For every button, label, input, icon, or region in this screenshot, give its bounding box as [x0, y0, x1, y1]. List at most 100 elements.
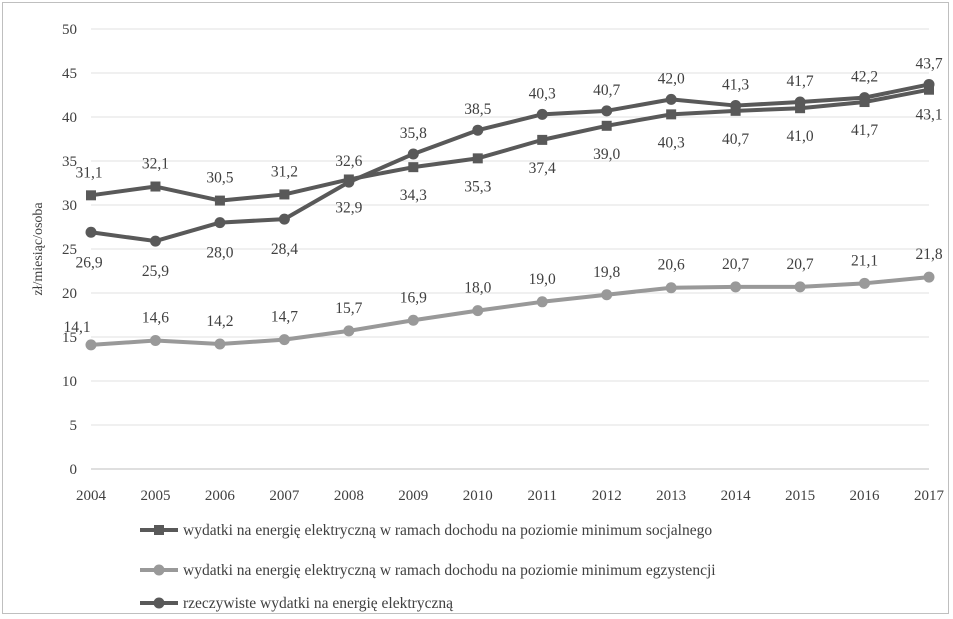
data-label: 40,3	[529, 85, 556, 102]
data-point	[472, 124, 484, 136]
x-tick-label: 2008	[334, 488, 364, 504]
y-axis-title: zł/miesiąc/osoba	[31, 202, 46, 296]
data-point	[407, 314, 419, 326]
data-label: 14,7	[271, 309, 298, 326]
data-point	[343, 176, 355, 188]
legend-label: wydatki na energię elektryczną w ramach …	[183, 562, 716, 579]
data-label: 39,0	[593, 146, 620, 163]
data-label: 16,9	[400, 289, 427, 306]
data-point	[601, 105, 613, 117]
data-point	[536, 296, 548, 308]
legend-label: wydatki na energię elektryczną w ramach …	[183, 522, 712, 539]
data-label: 41,3	[722, 77, 749, 94]
data-label: 30,5	[206, 170, 233, 187]
data-label: 18,0	[464, 280, 491, 297]
data-label: 43,7	[915, 55, 942, 72]
data-point	[278, 334, 290, 346]
data-label: 32,1	[142, 156, 169, 173]
y-tick-label: 50	[62, 22, 77, 38]
data-label: 40,7	[593, 82, 620, 99]
data-label: 20,7	[787, 256, 814, 273]
data-point	[730, 281, 742, 293]
y-tick-label: 40	[62, 110, 77, 126]
y-tick-label: 0	[70, 462, 78, 478]
x-tick-label: 2009	[398, 488, 428, 504]
data-label: 31,1	[75, 164, 102, 181]
data-point	[278, 213, 290, 225]
data-label: 14,6	[142, 310, 169, 327]
data-point	[214, 338, 226, 350]
x-tick-label: 2004	[76, 488, 107, 504]
data-label: 41,0	[787, 128, 814, 145]
y-tick-label: 5	[70, 418, 78, 434]
data-label: 20,7	[722, 256, 749, 273]
data-point	[214, 217, 226, 229]
data-point	[408, 162, 419, 173]
data-point	[730, 100, 742, 112]
data-label: 31,2	[271, 163, 298, 180]
data-point	[343, 325, 355, 337]
data-point	[536, 108, 548, 120]
x-tick-label: 2006	[205, 488, 236, 504]
data-label: 41,7	[851, 122, 878, 139]
x-tick-label: 2016	[850, 488, 881, 504]
x-tick-label: 2010	[463, 488, 493, 504]
series-line	[90, 275, 930, 347]
data-label: 25,9	[142, 263, 169, 280]
legend-marker	[153, 564, 165, 576]
data-label: 21,8	[915, 246, 942, 263]
data-label: 37,4	[529, 160, 556, 177]
data-label: 15,7	[335, 300, 362, 317]
data-point	[665, 282, 677, 294]
data-label: 32,6	[335, 153, 362, 170]
data-point	[85, 226, 97, 238]
data-point	[149, 335, 161, 347]
data-label: 19,0	[529, 271, 556, 288]
y-tick-label: 35	[62, 154, 77, 170]
y-tick-label: 25	[62, 242, 77, 258]
data-label: 35,8	[400, 125, 427, 142]
x-tick-label: 2011	[528, 488, 557, 504]
data-label: 20,6	[658, 257, 685, 274]
data-point	[666, 109, 677, 120]
legend-marker	[154, 525, 164, 535]
x-tick-label: 2007	[269, 488, 300, 504]
data-label: 19,8	[593, 264, 620, 281]
x-tick-label: 2015	[785, 488, 815, 504]
data-point	[859, 277, 871, 289]
data-point	[859, 92, 871, 104]
data-label: 14,1	[63, 319, 90, 336]
data-label: 42,0	[658, 70, 685, 87]
data-point	[794, 96, 806, 108]
x-tick-label: 2014	[721, 488, 752, 504]
data-label: 43,1	[915, 107, 942, 124]
y-tick-label: 20	[62, 286, 77, 302]
y-tick-label: 10	[62, 374, 77, 390]
legend-marker	[153, 597, 165, 609]
data-label: 28,0	[206, 245, 233, 262]
data-point	[214, 195, 225, 206]
data-point	[86, 190, 96, 201]
data-point	[601, 120, 612, 131]
series-line	[90, 87, 930, 203]
data-point	[472, 305, 484, 317]
y-tick-label: 30	[62, 198, 77, 214]
data-label: 41,7	[787, 73, 814, 90]
series-line	[90, 82, 930, 244]
data-point	[923, 271, 935, 283]
data-label: 14,2	[206, 313, 233, 330]
data-label: 32,9	[335, 199, 362, 216]
legend-label: rzeczywiste wydatki na energię elektrycz…	[183, 595, 454, 612]
data-point	[150, 181, 161, 192]
data-point	[149, 235, 161, 247]
x-tick-label: 2017	[914, 488, 945, 504]
data-label: 38,5	[464, 101, 491, 118]
data-point	[279, 189, 290, 200]
y-tick-label: 45	[62, 66, 77, 82]
data-label: 26,9	[75, 254, 102, 271]
data-point	[665, 93, 677, 105]
x-tick-label: 2013	[656, 488, 686, 504]
data-point	[85, 339, 97, 351]
